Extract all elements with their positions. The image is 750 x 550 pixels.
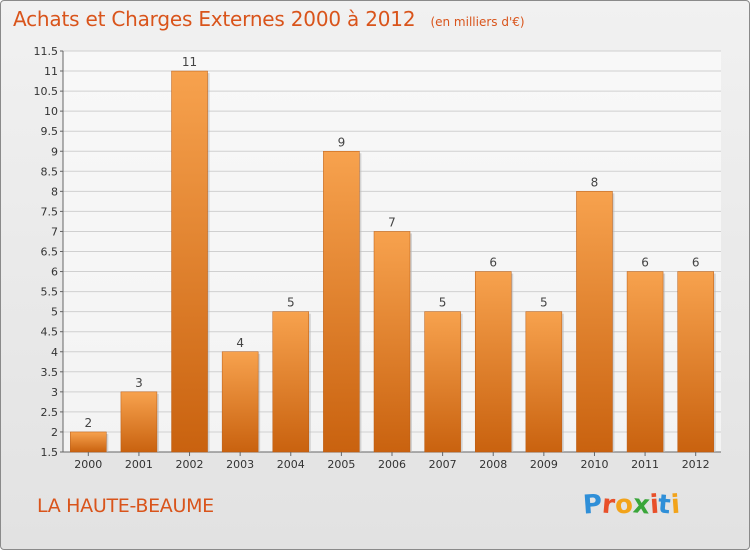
- data-label-2000: 2: [84, 416, 92, 430]
- y-tick-label: 7: [51, 225, 58, 238]
- logo-letter: x: [631, 489, 651, 521]
- data-label-2004: 5: [287, 296, 295, 310]
- x-tick-label-2005: 2005: [327, 458, 355, 471]
- x-tick-label-2001: 2001: [125, 458, 153, 471]
- x-tick-label-2006: 2006: [378, 458, 406, 471]
- x-tick-label-2004: 2004: [277, 458, 305, 471]
- bar-2004: [272, 311, 310, 453]
- y-tick-label: 11: [44, 65, 58, 78]
- bar-2008: [474, 271, 512, 453]
- bar-2003: [221, 351, 259, 453]
- y-tick-label: 6.5: [41, 246, 59, 259]
- y-tick-label: 6: [51, 266, 58, 279]
- chart-title: Achats et Charges Externes 2000 à 2012: [13, 7, 416, 31]
- logo-letter: i: [669, 489, 681, 521]
- proxiti-logo: Proxiti: [581, 489, 681, 521]
- bar-2009: [525, 311, 563, 453]
- y-tick-label: 7.5: [41, 205, 59, 218]
- y-tick-label: 5: [51, 306, 58, 319]
- logo-letter: P: [581, 489, 604, 521]
- y-tick-label: 8.5: [41, 165, 59, 178]
- y-tick-label: 9.5: [41, 125, 59, 138]
- y-tick-label: 9: [51, 145, 58, 158]
- x-tick-label-2008: 2008: [479, 458, 507, 471]
- bar-2012: [677, 271, 714, 453]
- y-tick-label: 1.5: [41, 446, 59, 459]
- bar-2010: [576, 191, 613, 453]
- x-tick-label-2000: 2000: [74, 458, 102, 471]
- bar-2002: [171, 70, 208, 453]
- data-label-2009: 5: [540, 296, 548, 310]
- chart-subtitle: (en milliers d'€): [430, 15, 525, 29]
- data-label-2011: 6: [641, 256, 649, 270]
- y-tick-label: 8: [51, 185, 58, 198]
- x-tick-label-2011: 2011: [631, 458, 659, 471]
- y-tick-label: 2.5: [41, 406, 59, 419]
- bar-2000: [70, 431, 107, 453]
- y-tick-label: 3: [51, 386, 58, 399]
- data-label-2001: 3: [135, 376, 143, 390]
- bar-2007: [424, 311, 461, 453]
- y-tick-label: 2: [51, 426, 58, 439]
- y-tick-label: 3.5: [41, 366, 59, 379]
- y-tick-label: 4.5: [41, 326, 59, 339]
- data-label-2003: 4: [236, 336, 244, 350]
- x-tick-label-2010: 2010: [580, 458, 608, 471]
- x-tick-label-2003: 2003: [226, 458, 254, 471]
- data-label-2012: 6: [692, 256, 700, 270]
- logo-letter: o: [613, 489, 634, 521]
- bar-2001: [120, 391, 158, 453]
- y-tick-label: 10: [44, 105, 58, 118]
- data-label-2002: 11: [182, 55, 197, 69]
- y-tick-label: 5.5: [41, 286, 59, 299]
- data-label-2010: 8: [591, 175, 599, 189]
- title-row: Achats et Charges Externes 2000 à 2012 (…: [13, 7, 525, 31]
- x-tick-label-2007: 2007: [429, 458, 457, 471]
- y-tick-label: 11.5: [34, 45, 59, 58]
- data-label-2006: 7: [388, 215, 396, 229]
- place-name: LA HAUTE-BEAUME: [37, 495, 214, 517]
- y-tick-label: 10.5: [34, 85, 59, 98]
- data-label-2008: 6: [489, 256, 497, 270]
- x-tick-label-2012: 2012: [682, 458, 710, 471]
- bar-2006: [373, 231, 411, 453]
- data-label-2007: 5: [439, 296, 447, 310]
- x-tick-label-2002: 2002: [176, 458, 204, 471]
- bar-2005: [323, 151, 360, 453]
- bar-2011: [626, 271, 664, 453]
- data-label-2005: 9: [338, 135, 346, 149]
- y-tick-label: 4: [51, 346, 58, 359]
- x-tick-label-2009: 2009: [530, 458, 558, 471]
